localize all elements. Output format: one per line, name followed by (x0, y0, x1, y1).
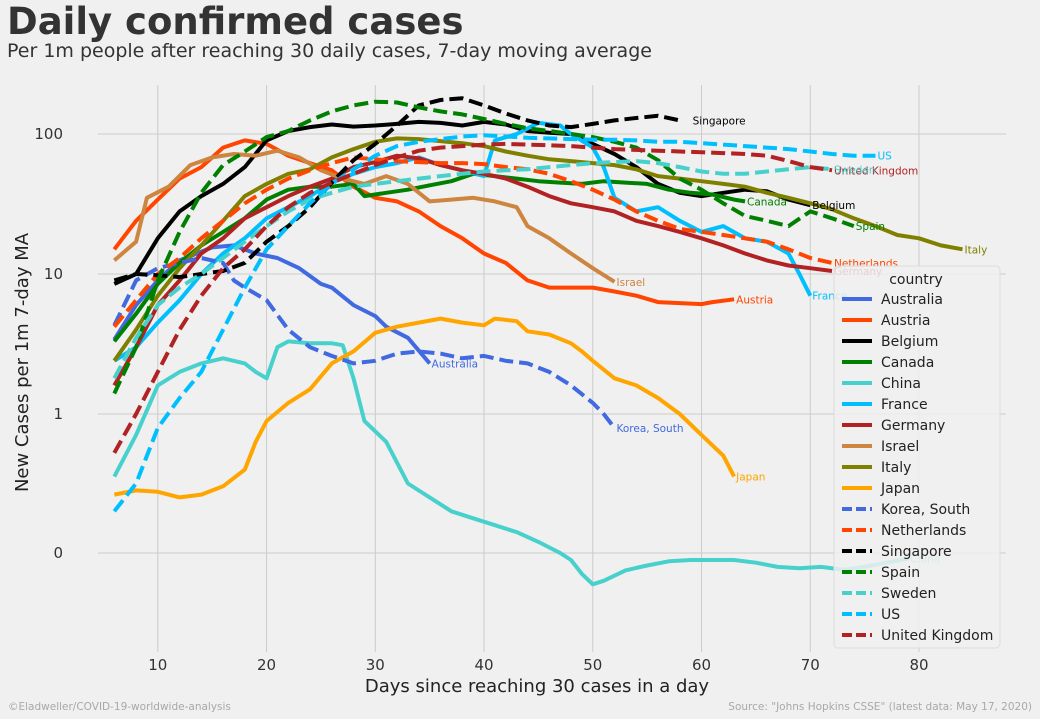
legend-entry: Israel (881, 439, 919, 455)
y-tick-label: 10 (44, 265, 63, 283)
chart-subtitle: Per 1m people after reaching 30 daily ca… (7, 40, 652, 62)
end-label: Belgium (812, 200, 855, 212)
series-line-spain (112, 99, 855, 395)
end-label: Spain (856, 221, 885, 233)
legend-entry: Sweden (881, 586, 936, 602)
y-tick-label: 1 (53, 405, 63, 423)
end-label: Sweden (834, 164, 876, 176)
x-tick-label: 20 (257, 656, 276, 674)
series-line-austria (112, 138, 735, 307)
legend-entry: Italy (881, 460, 911, 476)
end-label: United Kingdom (834, 165, 918, 177)
legend-entry: Singapore (881, 544, 952, 560)
y-tick-label: 0 (53, 544, 63, 562)
x-tick-label: 60 (692, 656, 711, 674)
legend-entry: Germany (881, 418, 945, 434)
end-label: Singapore (693, 115, 746, 127)
x-tick-label: 80 (909, 656, 928, 674)
legend-entry: China (881, 376, 921, 392)
legend-title: country (889, 272, 943, 288)
footer-source: Source: "Johns Hopkins CSSE" (latest dat… (728, 701, 1032, 713)
y-axis-ticks: 0 1 10 100 (34, 125, 63, 562)
series-line-singapore (113, 96, 681, 283)
end-label: Italy (965, 244, 988, 256)
series-line-us (112, 133, 876, 513)
series-line-china (112, 339, 909, 587)
series-line-japan (113, 316, 736, 500)
series-line-korea-south (112, 256, 617, 430)
legend-entry: France (881, 397, 928, 413)
x-axis-ticks: 10 20 30 40 50 60 70 80 (148, 656, 928, 674)
legend-entry: Spain (881, 565, 920, 581)
series-line-australia (112, 243, 432, 365)
series-line-netherlands (112, 155, 833, 328)
y-axis-label: New Cases per 1m 7-day MA (12, 232, 33, 492)
legend-entry: Australia (881, 292, 943, 308)
legend-entry: Japan (880, 481, 920, 497)
series-line-italy (112, 136, 963, 362)
x-tick-label: 30 (366, 656, 385, 674)
legend-entry: Canada (881, 355, 934, 371)
legend-entry: Austria (881, 313, 930, 329)
footer-credit: ©Eladweller/COVID-19-worldwide-analysis (8, 701, 231, 713)
legend: country Australia Austria Belgium Canada Chin… (833, 265, 1001, 649)
end-label: Austria (736, 294, 773, 306)
chart-title: Daily confirmed cases (7, 0, 464, 43)
end-label: Israel (617, 277, 646, 289)
y-tick-label: 100 (34, 125, 63, 143)
legend-entry: Korea, South (881, 502, 970, 518)
x-tick-label: 70 (801, 656, 820, 674)
x-tick-label: 40 (474, 656, 493, 674)
end-label: Canada (747, 196, 787, 208)
end-label: US (878, 151, 893, 163)
x-tick-label: 50 (583, 656, 602, 674)
series-line-united-kingdom (112, 141, 833, 454)
series-lines (112, 96, 963, 587)
end-label: Japan (735, 472, 765, 484)
end-label: Australia (432, 358, 478, 370)
series-line-canada (112, 171, 746, 343)
legend-entry: Netherlands (881, 523, 966, 539)
legend-entry: US (881, 607, 900, 623)
end-label: Korea, South (617, 423, 684, 435)
x-axis-label: Days since reaching 30 cases in a day (365, 676, 710, 697)
series-line-germany (112, 153, 833, 387)
legend-entry: United Kingdom (881, 628, 993, 644)
legend-entry: Belgium (881, 334, 938, 350)
x-tick-label: 10 (148, 656, 167, 674)
legend-box (833, 265, 1001, 649)
